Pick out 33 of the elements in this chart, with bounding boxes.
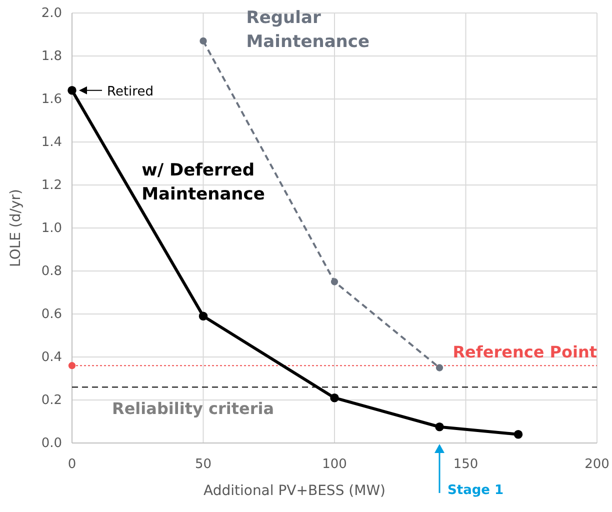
point [68,86,76,95]
y-tick-label: 2.0 [41,6,62,22]
point [435,422,444,432]
y-tick-label: 0.4 [41,350,62,366]
y-tick-label: 1.4 [41,135,62,150]
point [330,393,339,402]
point [198,312,208,321]
x-tick-label: 0 [68,457,76,472]
series-label: w/ Deferred Maintenance [142,160,265,204]
y-tick-label: 0.6 [41,307,62,322]
x-tick-label: 100 [322,457,347,472]
x-tick-label: 50 [194,457,212,472]
y-tick-label: 0.2 [41,393,62,408]
point [330,278,338,286]
y-tick-label: 1.2 [41,178,62,194]
y-tick-label: 1.8 [41,49,62,64]
ref-line-label: Reference Point [452,342,598,362]
annotation: Retired [107,84,154,100]
point [514,430,523,439]
point [200,37,207,45]
y-axis-title: LOLE (d/yr) [8,189,24,267]
point [68,362,76,370]
ref-line-label: Reliability criteria [112,399,274,418]
series-label: Regular Maintenance [246,8,370,52]
x-tick-label: 200 [584,457,610,472]
x-axis-title: Additional PV+BESS (MW) [204,483,386,499]
ref-line-label: Stage 1 [448,483,504,498]
y-tick-label: 1.0 [41,221,62,236]
y-tick-label: 0.8 [41,264,62,280]
x-tick-label: 150 [453,457,478,472]
point [436,364,444,372]
y-tick-label: 1.6 [41,92,62,108]
y-tick-label: 0.0 [41,436,62,452]
